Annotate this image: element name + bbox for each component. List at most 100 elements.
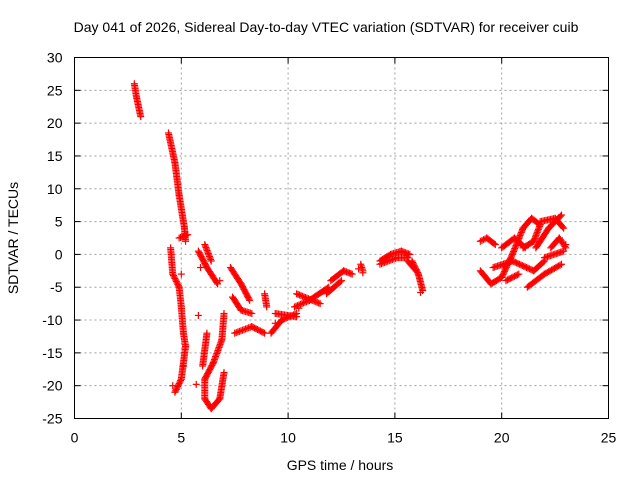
data-point <box>490 240 498 248</box>
data-point <box>539 258 547 266</box>
data-point <box>169 382 177 390</box>
data-point <box>293 313 301 321</box>
data-point <box>513 271 521 279</box>
y-tick-label: 15 <box>47 148 63 164</box>
data-point <box>245 295 253 303</box>
data-point <box>197 264 205 272</box>
data-point <box>246 296 254 304</box>
data-point <box>184 231 192 239</box>
data-point <box>296 291 304 299</box>
data-point <box>174 282 182 290</box>
data-point <box>560 224 568 232</box>
data-point <box>177 270 185 278</box>
y-tick-label: -10 <box>42 312 62 328</box>
data-point <box>558 260 566 268</box>
data-point <box>521 244 529 252</box>
data-point <box>338 277 345 285</box>
data-point <box>336 278 344 286</box>
x-tick-label: 20 <box>494 430 510 446</box>
data-point <box>248 309 256 317</box>
y-axis-label: SDTVAR / TECUs <box>5 182 21 294</box>
data-point <box>259 328 267 336</box>
data-point <box>300 293 308 301</box>
data-point <box>348 270 356 278</box>
y-tick-label: 30 <box>47 50 63 66</box>
data-point <box>294 290 302 298</box>
data-point <box>182 237 190 245</box>
data-point <box>315 299 323 307</box>
data-point <box>216 277 224 285</box>
y-tick-label: 10 <box>47 181 63 197</box>
data-point <box>556 212 564 220</box>
data-point <box>515 270 523 278</box>
x-axis-label: GPS time / hours <box>287 457 394 473</box>
data-point <box>179 362 187 370</box>
data-point <box>556 261 564 269</box>
y-tick-label: 0 <box>55 246 63 262</box>
data-point <box>310 297 318 305</box>
data-point <box>271 319 279 327</box>
data-point <box>291 303 299 311</box>
x-tick-label: 25 <box>601 430 617 446</box>
data-point <box>171 388 179 396</box>
data-point <box>137 113 145 121</box>
data-point <box>359 269 367 277</box>
data-point <box>297 292 305 300</box>
data-point <box>307 296 315 304</box>
data-point <box>417 288 425 296</box>
y-tick-label: 25 <box>47 82 63 98</box>
data-point <box>312 298 320 306</box>
x-tick-labels: 0 5 10 15 20 25 <box>71 430 617 446</box>
chart-title: Day 041 of 2026, Sidereal Day-to-day VTE… <box>74 19 579 35</box>
data-point <box>293 290 301 298</box>
data-point <box>309 297 317 305</box>
data-point <box>220 369 228 377</box>
data-point <box>207 257 215 265</box>
y-tick-label: -20 <box>42 378 62 394</box>
data-point <box>491 241 499 249</box>
data-point <box>560 247 568 255</box>
data-point <box>558 211 566 219</box>
data-point <box>261 329 269 337</box>
data-point <box>562 241 570 249</box>
y-tick-label: -5 <box>50 279 63 295</box>
data-point <box>263 303 271 311</box>
data-point <box>299 292 307 300</box>
x-tick-label: 0 <box>71 430 79 446</box>
y-tick-label: 5 <box>55 214 63 230</box>
data-point <box>412 267 420 275</box>
data-point <box>476 237 484 245</box>
data-point <box>559 223 567 231</box>
data-point <box>520 243 528 251</box>
data-point <box>301 293 309 301</box>
data-point <box>172 387 180 395</box>
data-point <box>298 300 306 308</box>
plot-frame <box>74 57 609 419</box>
x-tick-label: 10 <box>280 430 296 446</box>
axis-ticks <box>74 57 609 419</box>
data-point <box>313 298 321 306</box>
data-point <box>192 380 200 388</box>
data-point <box>411 266 419 274</box>
data-point <box>296 300 304 308</box>
data-point <box>306 295 314 303</box>
data-point <box>316 300 324 308</box>
data-point <box>500 262 508 270</box>
data-point <box>199 362 207 370</box>
y-tick-labels: 30 25 20 15 10 5 0 -5 -10 -15 -20 -25 <box>42 50 62 427</box>
y-tick-label: -15 <box>42 345 62 361</box>
data-point <box>202 374 210 382</box>
data-point <box>355 265 363 273</box>
y-tick-label: 20 <box>47 115 63 131</box>
data-point <box>299 299 307 307</box>
x-tick-label: 5 <box>177 430 185 446</box>
data-point <box>295 304 303 312</box>
data-point <box>478 236 486 244</box>
data-points <box>130 80 570 413</box>
y-tick-label: -25 <box>42 411 62 427</box>
x-tick-label: 15 <box>387 430 403 446</box>
data-point <box>304 295 312 303</box>
data-point <box>303 294 311 302</box>
grid-lines <box>74 57 609 419</box>
